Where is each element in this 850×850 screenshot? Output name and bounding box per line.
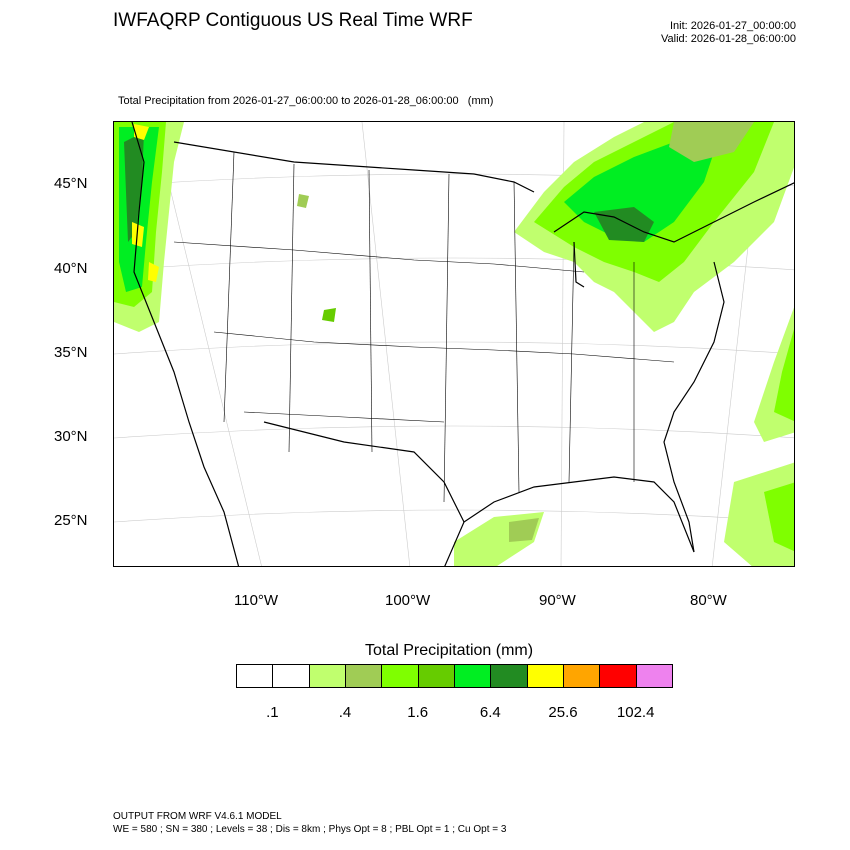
colorbar-box [490,664,528,688]
lat-label-35: 35°N [54,344,88,361]
colorbar-box [417,664,455,688]
footer-model-line: OUTPUT FROM WRF V4.6.1 MODEL [113,811,282,822]
lon-label-80: 80°W [690,592,727,609]
us-canada-border [173,141,535,193]
gulf-coast [444,476,695,566]
lat-30-line [114,425,794,439]
graticule [114,122,794,566]
plot-title: IWFAQRP Contiguous US Real Time WRF [113,10,473,31]
colorbar-label: 1.6 [407,704,429,721]
colorbar-box [381,664,419,688]
colorbar-label: .1 [266,704,279,721]
colorbar-label: 25.6 [548,704,578,721]
lon-100-line [361,122,411,566]
colorbar-box [563,664,601,688]
colorbar-box [454,664,492,688]
lat-label-45: 45°N [54,175,88,192]
colorbar-box [308,664,346,688]
colorbar-label: 6.4 [479,704,501,721]
precipitation-map [113,121,795,567]
colorbar [236,664,673,688]
colorbar-box [236,664,274,688]
colorbar-box [272,664,310,688]
colorbar-box [635,664,673,688]
init-time: Init: 2026-01-27_00:00:00 [670,20,796,32]
colorbar-label: 102.4 [616,704,655,721]
atlantic-coast [663,261,725,553]
us-west-coast [131,122,240,566]
precip-pacific-northwest [114,122,184,332]
plot-subtitle: Total Precipitation from 2026-01-27_06:0… [118,95,494,107]
colorbar-label: .4 [338,704,352,721]
great-lakes-shore [553,182,794,243]
colorbar-title: Total Precipitation (mm) [365,642,534,659]
lat-label-25: 25°N [54,512,88,529]
precip-rockies [297,194,336,322]
lon-110-line [153,122,262,566]
colorbar-box [526,664,564,688]
valid-time: Valid: 2026-01-28_06:00:00 [661,33,796,45]
lon-label-100: 100°W [385,592,431,609]
lon-label-90: 90°W [539,592,576,609]
lat-25-line [114,509,794,523]
init-valid-time: Init: 2026-01-27_00:00:00 Valid: 2026-01… [661,20,796,46]
lat-label-30: 30°N [54,428,88,445]
lake-michigan [573,241,585,288]
precip-atlantic [724,307,794,566]
map-canvas [114,122,794,566]
us-mexico-border [263,421,465,523]
precip-gulf [454,512,544,566]
lat-35-line [114,341,794,355]
colorbar-box [345,664,383,688]
colorbar-box [599,664,637,688]
state-borders [173,151,675,503]
lon-label-110: 110°W [234,592,279,609]
land-outline [131,122,794,566]
footer-config-line: WE = 580 ; SN = 380 ; Levels = 38 ; Dis … [113,824,507,835]
precip-great-lakes-northeast [514,122,794,332]
lat-label-40: 40°N [54,260,88,277]
